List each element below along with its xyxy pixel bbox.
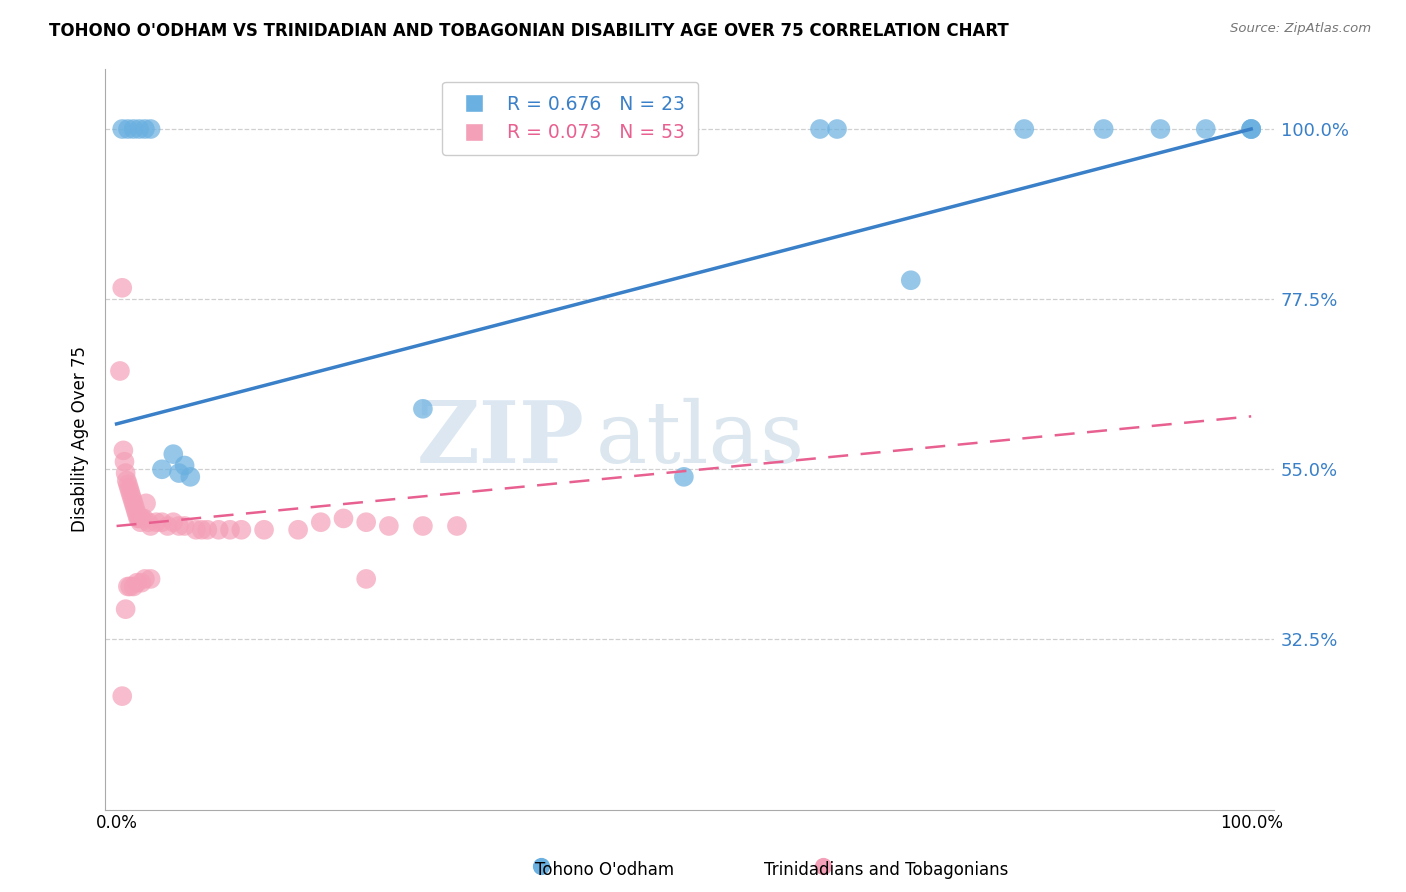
Point xyxy=(128,122,150,136)
Point xyxy=(114,602,136,616)
Point xyxy=(173,458,195,473)
Point xyxy=(173,519,195,533)
Point xyxy=(287,523,309,537)
Point xyxy=(167,466,190,480)
Point xyxy=(162,515,184,529)
Point xyxy=(162,447,184,461)
Point xyxy=(1195,122,1218,136)
Point xyxy=(122,122,145,136)
Point xyxy=(150,515,173,529)
Point xyxy=(811,858,834,872)
Point xyxy=(412,401,434,416)
Point xyxy=(118,481,141,495)
Point xyxy=(136,515,159,529)
Point xyxy=(115,474,138,488)
Point xyxy=(125,575,148,590)
Point xyxy=(354,515,377,529)
Point xyxy=(1240,122,1263,136)
Text: TOHONO O'ODHAM VS TRINIDADIAN AND TOBAGONIAN DISABILITY AGE OVER 75 CORRELATION : TOHONO O'ODHAM VS TRINIDADIAN AND TOBAGO… xyxy=(49,22,1010,40)
Point xyxy=(378,519,401,533)
Point xyxy=(125,504,148,518)
Text: ZIP: ZIP xyxy=(416,397,585,481)
Point xyxy=(354,572,377,586)
Y-axis label: Disability Age Over 75: Disability Age Over 75 xyxy=(72,346,89,532)
Text: Tohono O'odham: Tohono O'odham xyxy=(536,861,673,879)
Point xyxy=(332,511,354,525)
Point xyxy=(117,477,139,491)
Point xyxy=(139,519,162,533)
Legend: R = 0.676   N = 23, R = 0.073   N = 53: R = 0.676 N = 23, R = 0.073 N = 53 xyxy=(441,81,699,155)
Point xyxy=(134,572,156,586)
Point xyxy=(412,519,434,533)
Point xyxy=(111,122,134,136)
Point xyxy=(117,122,139,136)
Point xyxy=(190,523,212,537)
Point xyxy=(117,579,139,593)
Point xyxy=(122,496,145,510)
Point xyxy=(139,122,162,136)
Point xyxy=(139,572,162,586)
Point xyxy=(309,515,332,529)
Point xyxy=(135,496,157,510)
Point xyxy=(184,523,207,537)
Point xyxy=(120,579,142,593)
Point xyxy=(114,455,136,469)
Point xyxy=(124,500,146,514)
Point xyxy=(111,281,134,295)
Point xyxy=(1240,122,1263,136)
Point xyxy=(1092,122,1115,136)
Point xyxy=(1149,122,1171,136)
Point xyxy=(530,858,553,872)
Point xyxy=(1012,122,1035,136)
Point xyxy=(1240,122,1263,136)
Point xyxy=(825,122,848,136)
Point xyxy=(446,519,468,533)
Point xyxy=(128,511,150,525)
Point xyxy=(131,575,153,590)
Point xyxy=(132,511,155,525)
Point xyxy=(179,470,201,484)
Point xyxy=(127,511,149,525)
Text: Source: ZipAtlas.com: Source: ZipAtlas.com xyxy=(1230,22,1371,36)
Point xyxy=(120,489,142,503)
Point xyxy=(808,122,831,136)
Text: Trinidadians and Tobagonians: Trinidadians and Tobagonians xyxy=(763,861,1008,879)
Point xyxy=(150,462,173,476)
Point xyxy=(672,470,695,484)
Point xyxy=(129,515,152,529)
Point xyxy=(131,511,153,525)
Point xyxy=(145,515,167,529)
Point xyxy=(112,443,135,458)
Point xyxy=(134,122,156,136)
Point xyxy=(253,523,276,537)
Point xyxy=(120,485,142,500)
Text: atlas: atlas xyxy=(596,398,806,481)
Point xyxy=(121,492,143,507)
Point xyxy=(231,523,253,537)
Point xyxy=(219,523,242,537)
Point xyxy=(114,466,136,480)
Point xyxy=(108,364,131,378)
Point xyxy=(195,523,218,537)
Point xyxy=(125,508,148,522)
Point xyxy=(156,519,179,533)
Point xyxy=(111,689,134,703)
Point xyxy=(208,523,231,537)
Point xyxy=(122,579,145,593)
Point xyxy=(900,273,922,287)
Point xyxy=(167,519,190,533)
